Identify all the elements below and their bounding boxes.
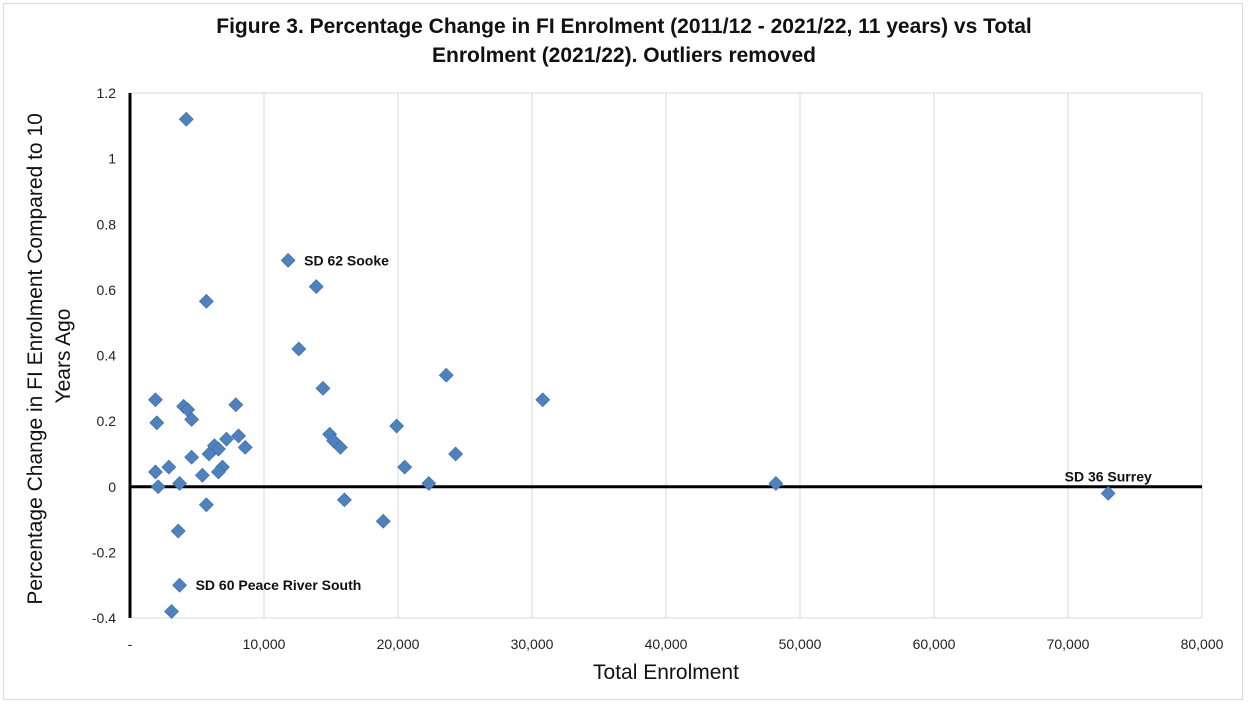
data-point (375, 513, 391, 529)
y-tick-label: 1.2 (97, 85, 117, 101)
x-tick-label: 50,000 (779, 636, 822, 652)
data-point (389, 418, 405, 434)
y-axis-label-line-2: Years Ago (52, 309, 75, 404)
point-annotations: SD 62 Sooke SD 36 Surrey SD 60 Peace River… (196, 252, 1152, 593)
axes (128, 93, 1202, 618)
data-point (280, 252, 296, 268)
point-annotation: SD 62 Sooke (304, 252, 389, 268)
data-point (308, 279, 324, 295)
y-axis-label-line-1: Percentage Change in FI Enrolment Compar… (24, 113, 47, 604)
x-tick-label: - (128, 636, 133, 652)
point-annotation: SD 60 Peace River South (196, 577, 362, 593)
data-point (194, 467, 210, 483)
data-point (164, 604, 179, 619)
data-points (148, 111, 1116, 619)
data-point (768, 476, 784, 491)
data-point (448, 446, 464, 462)
x-tick-label: 20,000 (377, 636, 420, 652)
point-annotation: SD 36 Surrey (1065, 468, 1152, 484)
data-point (219, 431, 234, 447)
data-point (332, 439, 348, 455)
y-tick-label: -0.4 (92, 610, 116, 626)
x-tick-label: 10,000 (243, 636, 286, 652)
y-tick-label: 0.4 (97, 348, 117, 364)
data-point (231, 428, 246, 444)
chart-title: Figure 3. Percentage Change in FI Enrolm… (0, 12, 1248, 70)
data-point (178, 111, 194, 127)
y-tick-label: 0.8 (97, 216, 117, 232)
x-tick-label: 80,000 (1181, 636, 1224, 652)
data-point (237, 439, 253, 455)
x-tick-label: 40,000 (645, 636, 688, 652)
y-tick-label: -0.2 (92, 544, 116, 560)
data-point (211, 464, 226, 480)
data-point (201, 446, 217, 462)
data-point (170, 523, 186, 539)
y-tick-label: 0 (108, 479, 116, 495)
x-tick-label: 60,000 (913, 636, 956, 652)
data-point (184, 412, 200, 427)
data-point (172, 476, 188, 491)
chart-title-line-2: Enrolment (2021/22). Outliers removed (432, 44, 816, 67)
y-tick-label: 0.2 (97, 413, 117, 429)
data-point (535, 392, 551, 408)
gridlines (130, 92, 1203, 619)
x-axis-label: Total Enrolment (593, 661, 739, 684)
data-point (150, 479, 166, 495)
data-point (315, 380, 331, 396)
data-point (198, 293, 214, 309)
data-point (161, 459, 177, 475)
data-point (1100, 485, 1116, 501)
data-point (438, 367, 454, 383)
data-point (148, 392, 163, 408)
y-axis-label: Percentage Change in FI Enrolment Compar… (24, 107, 75, 604)
data-point (336, 492, 352, 508)
tick-labels: -0.4 -0.2 0 0.2 0.4 0.6 0.8 1 1.2 - 10,000 20,000 30… (92, 85, 1224, 652)
data-point (397, 459, 413, 475)
y-tick-label: 0.6 (97, 282, 117, 298)
data-point (184, 449, 200, 465)
data-point (198, 497, 214, 513)
data-point (291, 341, 307, 357)
data-point (149, 415, 165, 431)
chart-title-line-1: Figure 3. Percentage Change in FI Enrolm… (216, 15, 1032, 38)
data-point (421, 476, 437, 491)
data-point (228, 397, 244, 413)
y-tick-label: 1 (108, 151, 116, 167)
chart-frame (3, 3, 1243, 700)
x-tick-label: 30,000 (511, 636, 554, 652)
data-point (172, 577, 188, 593)
data-point (148, 464, 163, 480)
x-tick-label: 70,000 (1047, 636, 1090, 652)
